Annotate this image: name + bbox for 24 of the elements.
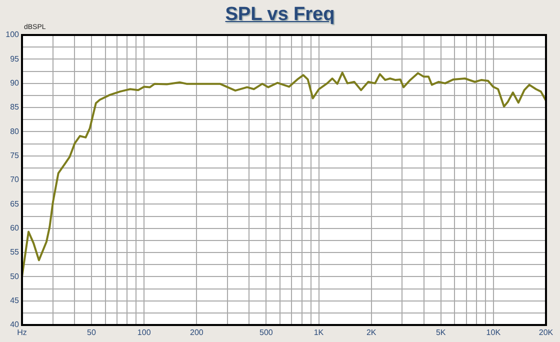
x-tick-label: 500 — [259, 328, 274, 338]
x-tick-label: 1K — [314, 328, 324, 338]
x-tick-label: 200 — [190, 328, 204, 338]
y-tick-label: 65 — [10, 199, 20, 208]
x-tick-label: 5K — [436, 328, 446, 338]
y-tick-label: 45 — [10, 296, 20, 306]
x-tick-label: 2K — [366, 328, 377, 338]
y-tick-label: 60 — [10, 224, 20, 233]
x-tick-label: 10K — [486, 328, 502, 338]
y-tick-label: 80 — [10, 126, 20, 136]
y-tick-label: 75 — [10, 151, 20, 160]
x-tick-label: Hz — [17, 328, 27, 338]
x-tick-label: 50 — [87, 328, 97, 338]
x-tick-label: 20K — [538, 328, 554, 338]
y-tick-label: 95 — [10, 54, 20, 64]
y-tick-label: 100 — [6, 30, 20, 40]
chart-title: SPL vs Freq — [225, 4, 335, 25]
y-tick-label: 40 — [10, 320, 20, 330]
y-tick-label: 55 — [10, 248, 20, 257]
y-tick-label: 85 — [10, 102, 20, 112]
x-tick-label: 100 — [137, 328, 152, 338]
y-tick-label: 70 — [10, 175, 20, 184]
y-tick-label: 90 — [10, 78, 20, 88]
y-tick-label: 50 — [10, 272, 20, 281]
